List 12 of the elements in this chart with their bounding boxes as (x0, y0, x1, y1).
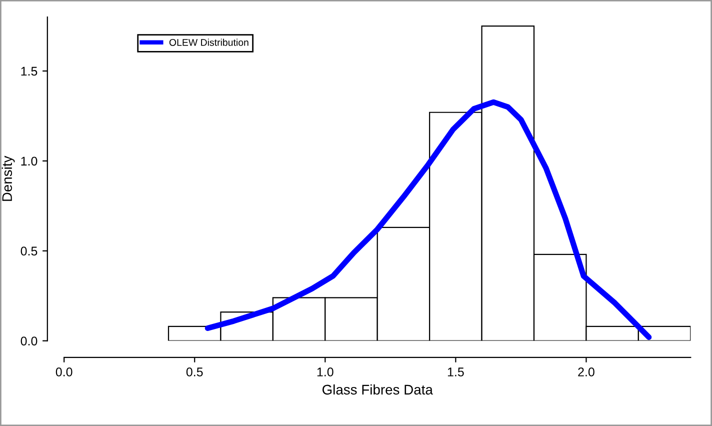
y-tick-label: 1.5 (21, 66, 38, 76)
y-tick-label: 0.0 (20, 336, 38, 346)
x-tick-label: 2.0 (578, 368, 594, 376)
y-tick-label: 1.0 (21, 156, 38, 166)
y-axis-title: Density (2, 156, 15, 201)
x-axis-title: Glass Fibres Data (322, 384, 433, 395)
x-tick-label: 0.5 (186, 368, 203, 376)
x-tick-label: 1.5 (448, 368, 464, 376)
y-tick-label: 0.5 (20, 246, 38, 256)
x-tick-label: 0.0 (56, 368, 72, 376)
x-tick-label: 1.0 (317, 368, 334, 376)
legend-label: OLEW Distribution (169, 38, 248, 46)
